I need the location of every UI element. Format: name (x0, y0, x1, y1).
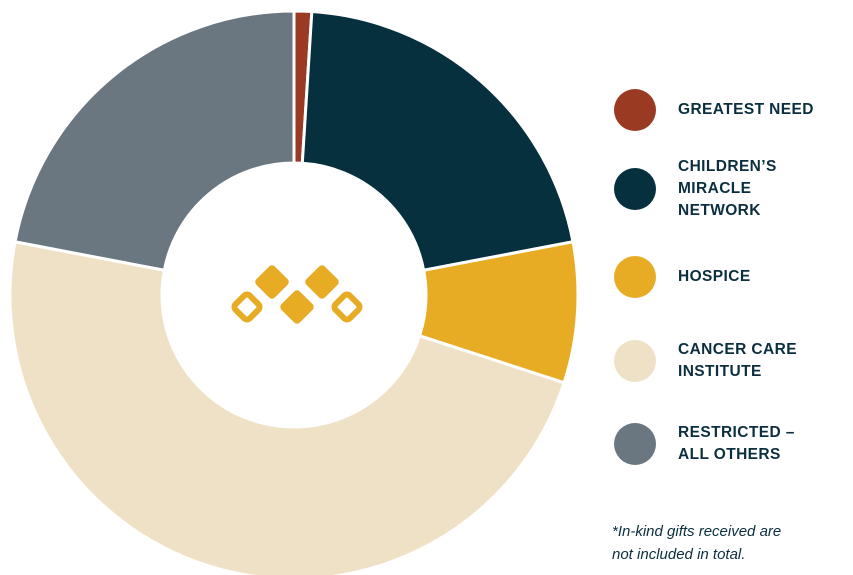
donut-slice-restricted-all-others (13, 9, 296, 273)
donut-chart (8, 9, 580, 575)
legend-item-cancer-care-institute: CANCER CARE INSTITUTE (614, 339, 848, 383)
footnote-line: not included in total. (612, 546, 746, 563)
donut-slices (8, 9, 580, 575)
legend-swatch (614, 256, 656, 298)
legend-item-restricted-all-others: RESTRICTED – ALL OTHERS (614, 422, 848, 466)
donut-slice-children-s-miracle-network (300, 9, 575, 273)
legend-swatch (614, 423, 656, 465)
legend-item-childrens-miracle-network: CHILDREN’S MIRACLE NETWORK (614, 156, 848, 222)
logo-diamond (231, 291, 263, 323)
legend-label: CHILDREN’S MIRACLE NETWORK (678, 158, 777, 219)
legend-swatch (614, 89, 656, 131)
legend-swatch (614, 168, 656, 210)
logo-diamond (280, 290, 314, 324)
legend-item-greatest-need: GREATEST NEED (614, 89, 848, 131)
legend-label: RESTRICTED – ALL OTHERS (678, 424, 795, 463)
logo-diamond (255, 265, 289, 299)
legend-item-hospice: HOSPICE (614, 256, 848, 298)
legend-label: CANCER CARE INSTITUTE (678, 341, 797, 380)
donut-slice-cancer-care-institute (8, 240, 566, 575)
legend-label: GREATEST NEED (678, 101, 814, 118)
legend: GREATEST NEED CHILDREN’S MIRACLE NETWORK… (614, 0, 853, 575)
footnote-line: *In-kind gifts received are (612, 523, 782, 540)
logo-diamond (305, 265, 339, 299)
legend-label: HOSPICE (678, 268, 751, 285)
diamond-logo-icon (231, 265, 363, 324)
logo-diamond (331, 291, 363, 323)
legend-swatch (614, 340, 656, 382)
footnote: *In-kind gifts received are not included… (612, 520, 852, 566)
